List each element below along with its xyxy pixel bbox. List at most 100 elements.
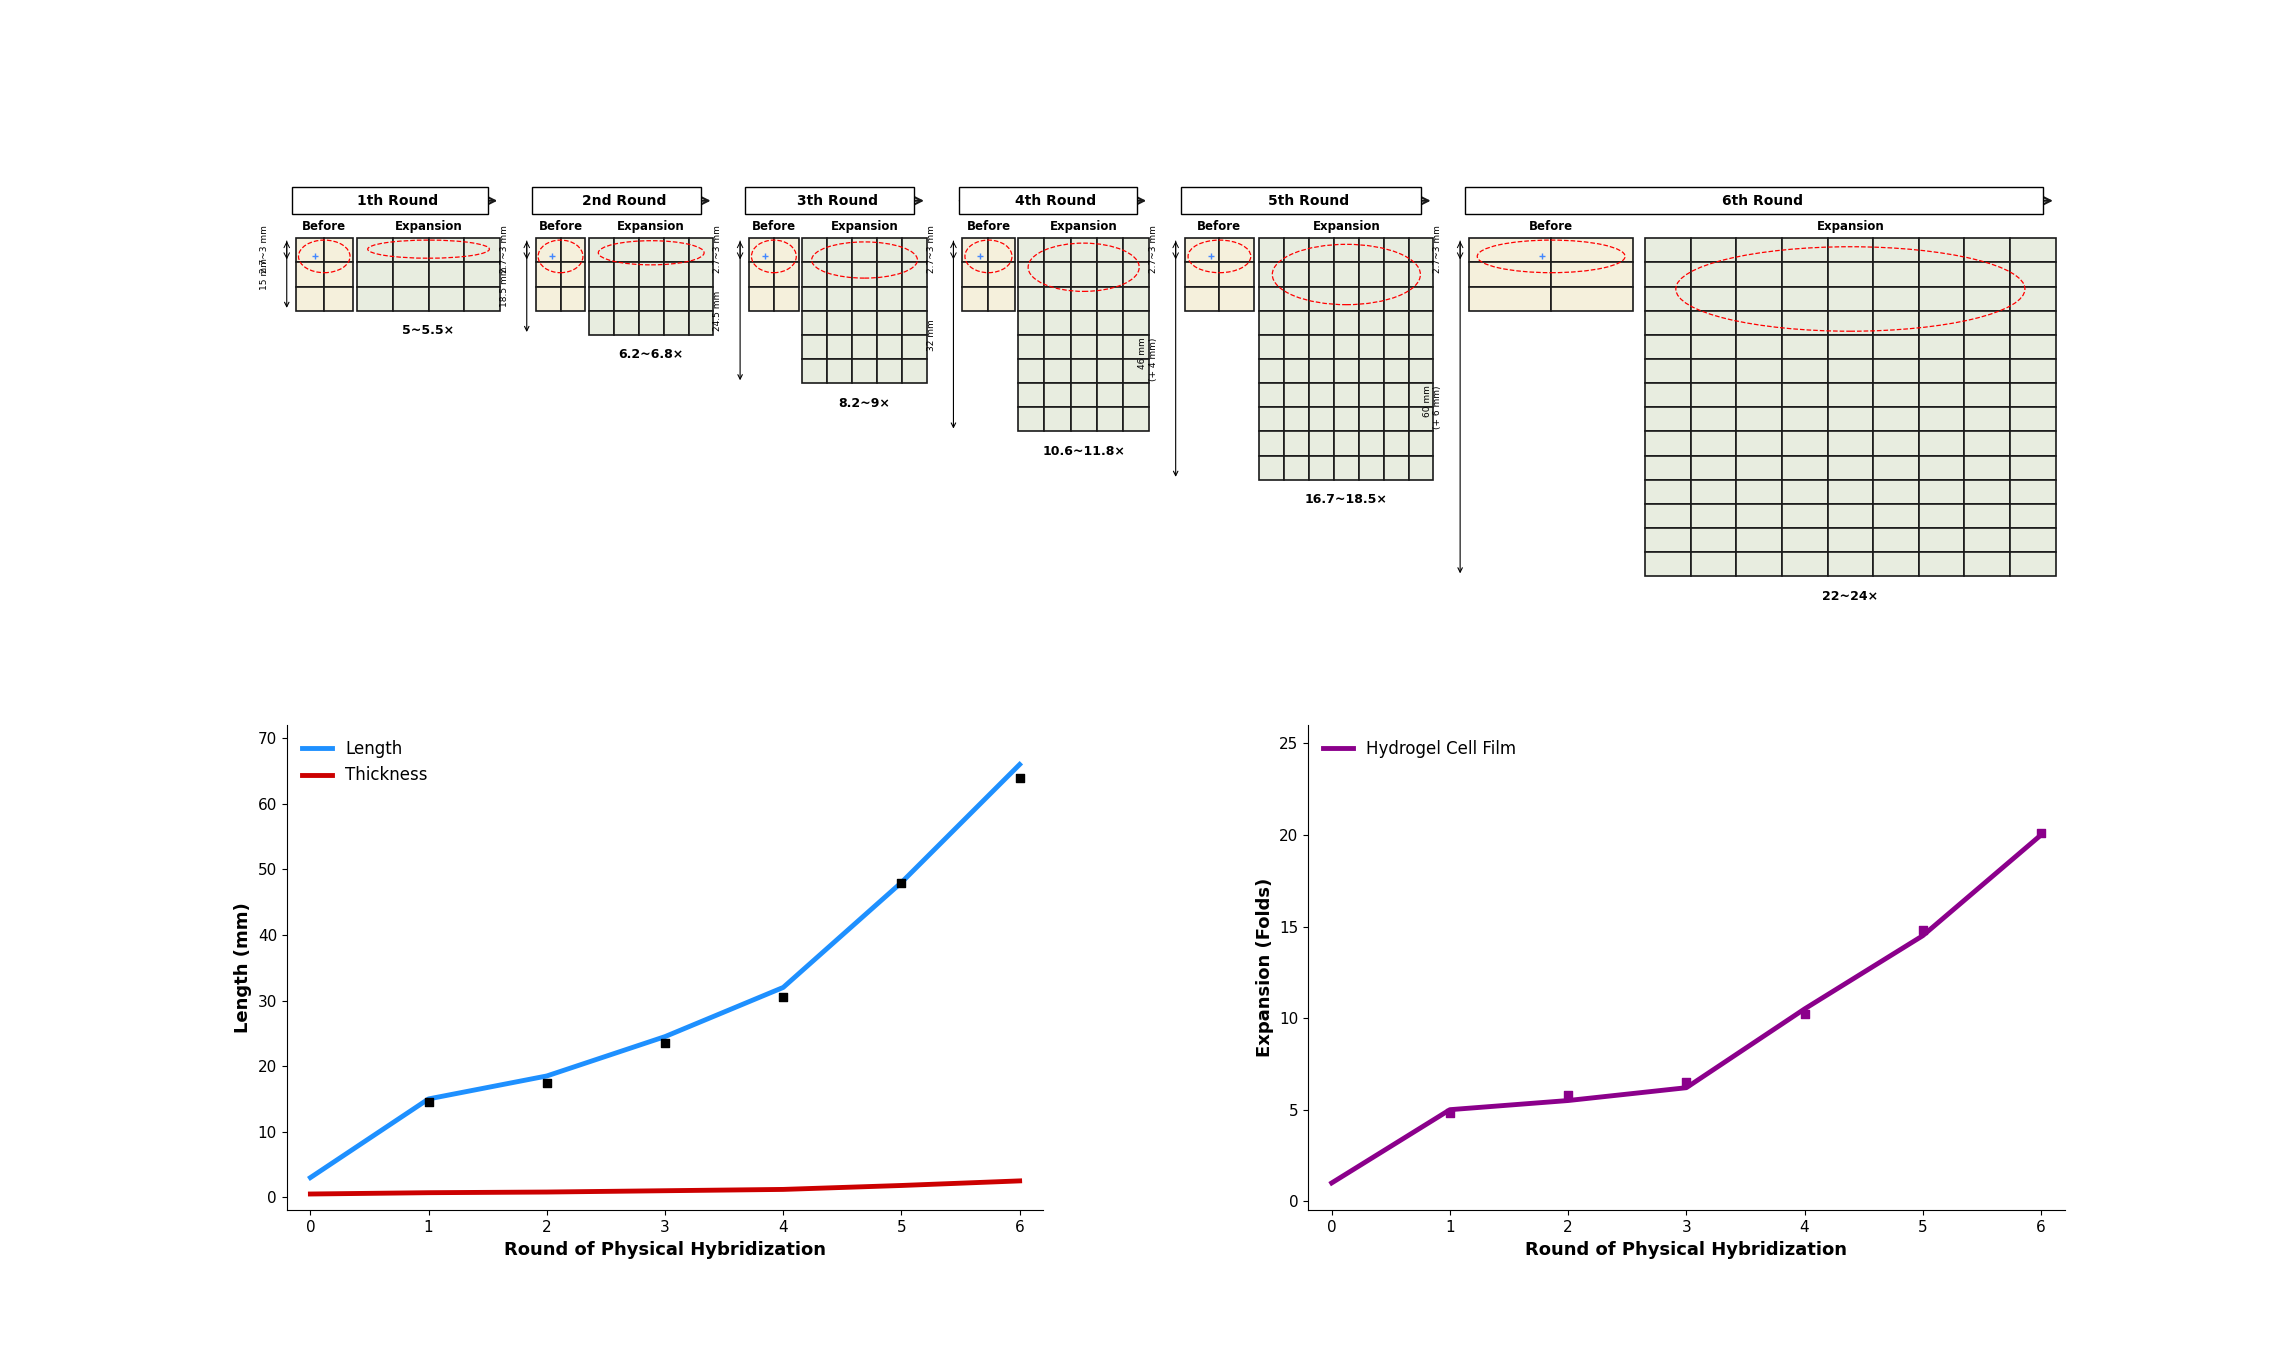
Bar — [1828, 238, 1874, 262]
Bar — [1310, 407, 1333, 431]
Bar — [963, 262, 989, 287]
Bar — [1468, 262, 1551, 287]
Bar — [1645, 503, 1691, 528]
Bar — [1310, 262, 1333, 287]
Bar — [429, 287, 463, 310]
Point — [1000, 767, 1037, 789]
Bar — [2010, 528, 2055, 552]
Bar — [803, 335, 828, 359]
Bar — [1220, 287, 1255, 310]
Point — [1551, 1084, 1587, 1106]
Bar — [1964, 310, 2010, 335]
Text: Expansion: Expansion — [1817, 220, 1883, 233]
Bar — [1691, 335, 1737, 359]
Bar — [1383, 310, 1409, 335]
Bar — [688, 287, 713, 310]
Bar — [1874, 431, 1918, 456]
Bar — [1828, 359, 1874, 384]
Bar — [1122, 359, 1149, 384]
Bar — [1828, 287, 1874, 310]
Bar — [1918, 335, 1964, 359]
Bar — [1122, 384, 1149, 407]
Bar — [2010, 552, 2055, 577]
Bar — [1645, 552, 1691, 577]
Bar — [1285, 287, 1310, 310]
Bar — [1691, 528, 1737, 552]
Bar — [1019, 335, 1044, 359]
Text: 16.7~18.5×: 16.7~18.5× — [1305, 494, 1388, 506]
Bar — [1259, 335, 1285, 359]
Bar — [1333, 335, 1358, 359]
Bar — [1782, 262, 1828, 287]
Bar — [1019, 238, 1044, 262]
Bar — [1310, 335, 1333, 359]
Bar — [1358, 262, 1383, 287]
Bar — [876, 287, 902, 310]
Bar — [1044, 287, 1071, 310]
Bar — [1019, 287, 1044, 310]
Bar — [1874, 287, 1918, 310]
Bar — [1071, 359, 1097, 384]
FancyBboxPatch shape — [1181, 188, 1420, 214]
Bar — [1259, 407, 1285, 431]
Text: 6.2~6.8×: 6.2~6.8× — [619, 348, 684, 362]
X-axis label: Round of Physical Hybridization: Round of Physical Hybridization — [505, 1240, 826, 1258]
Bar — [560, 262, 585, 287]
Bar — [2010, 480, 2055, 503]
Bar — [851, 359, 876, 384]
Bar — [1828, 528, 1874, 552]
Text: Expansion: Expansion — [1051, 220, 1117, 233]
Point — [528, 1072, 564, 1093]
Bar — [663, 310, 688, 335]
Bar — [1044, 262, 1071, 287]
Bar — [1358, 456, 1383, 480]
Bar — [1044, 407, 1071, 431]
Bar — [296, 238, 323, 262]
Bar — [537, 262, 560, 287]
Bar — [1184, 287, 1220, 310]
Bar — [1184, 262, 1220, 287]
Bar — [1782, 407, 1828, 431]
FancyBboxPatch shape — [291, 188, 489, 214]
Text: 2.7~3 mm: 2.7~3 mm — [500, 226, 509, 273]
Bar — [1285, 262, 1310, 287]
Text: Before: Before — [966, 220, 1012, 233]
Bar — [1964, 552, 2010, 577]
Text: 10.6~11.8×: 10.6~11.8× — [1041, 445, 1124, 458]
Text: Before: Before — [539, 220, 583, 233]
Bar — [773, 262, 798, 287]
Text: Expansion: Expansion — [1312, 220, 1381, 233]
Bar — [1358, 335, 1383, 359]
Bar — [1310, 310, 1333, 335]
Bar — [1122, 335, 1149, 359]
Bar — [463, 238, 500, 262]
Bar — [1737, 262, 1782, 287]
Bar — [1828, 384, 1874, 407]
Bar — [463, 287, 500, 310]
Bar — [323, 238, 353, 262]
Bar — [463, 262, 500, 287]
Bar — [1333, 238, 1358, 262]
Bar — [803, 262, 828, 287]
Bar — [1409, 310, 1434, 335]
Bar — [1285, 238, 1310, 262]
Bar — [615, 238, 638, 262]
Bar — [590, 238, 615, 262]
Bar — [1310, 238, 1333, 262]
Bar — [1782, 503, 1828, 528]
Bar — [1737, 407, 1782, 431]
Bar — [590, 310, 615, 335]
Bar — [1645, 287, 1691, 310]
Bar — [851, 335, 876, 359]
Bar — [1645, 528, 1691, 552]
Bar — [851, 238, 876, 262]
Bar — [429, 238, 463, 262]
Bar — [1874, 384, 1918, 407]
Bar — [1691, 480, 1737, 503]
Bar — [1691, 407, 1737, 431]
Bar — [803, 310, 828, 335]
Bar — [1918, 359, 1964, 384]
Bar — [851, 262, 876, 287]
Bar — [1285, 384, 1310, 407]
Bar — [828, 335, 851, 359]
